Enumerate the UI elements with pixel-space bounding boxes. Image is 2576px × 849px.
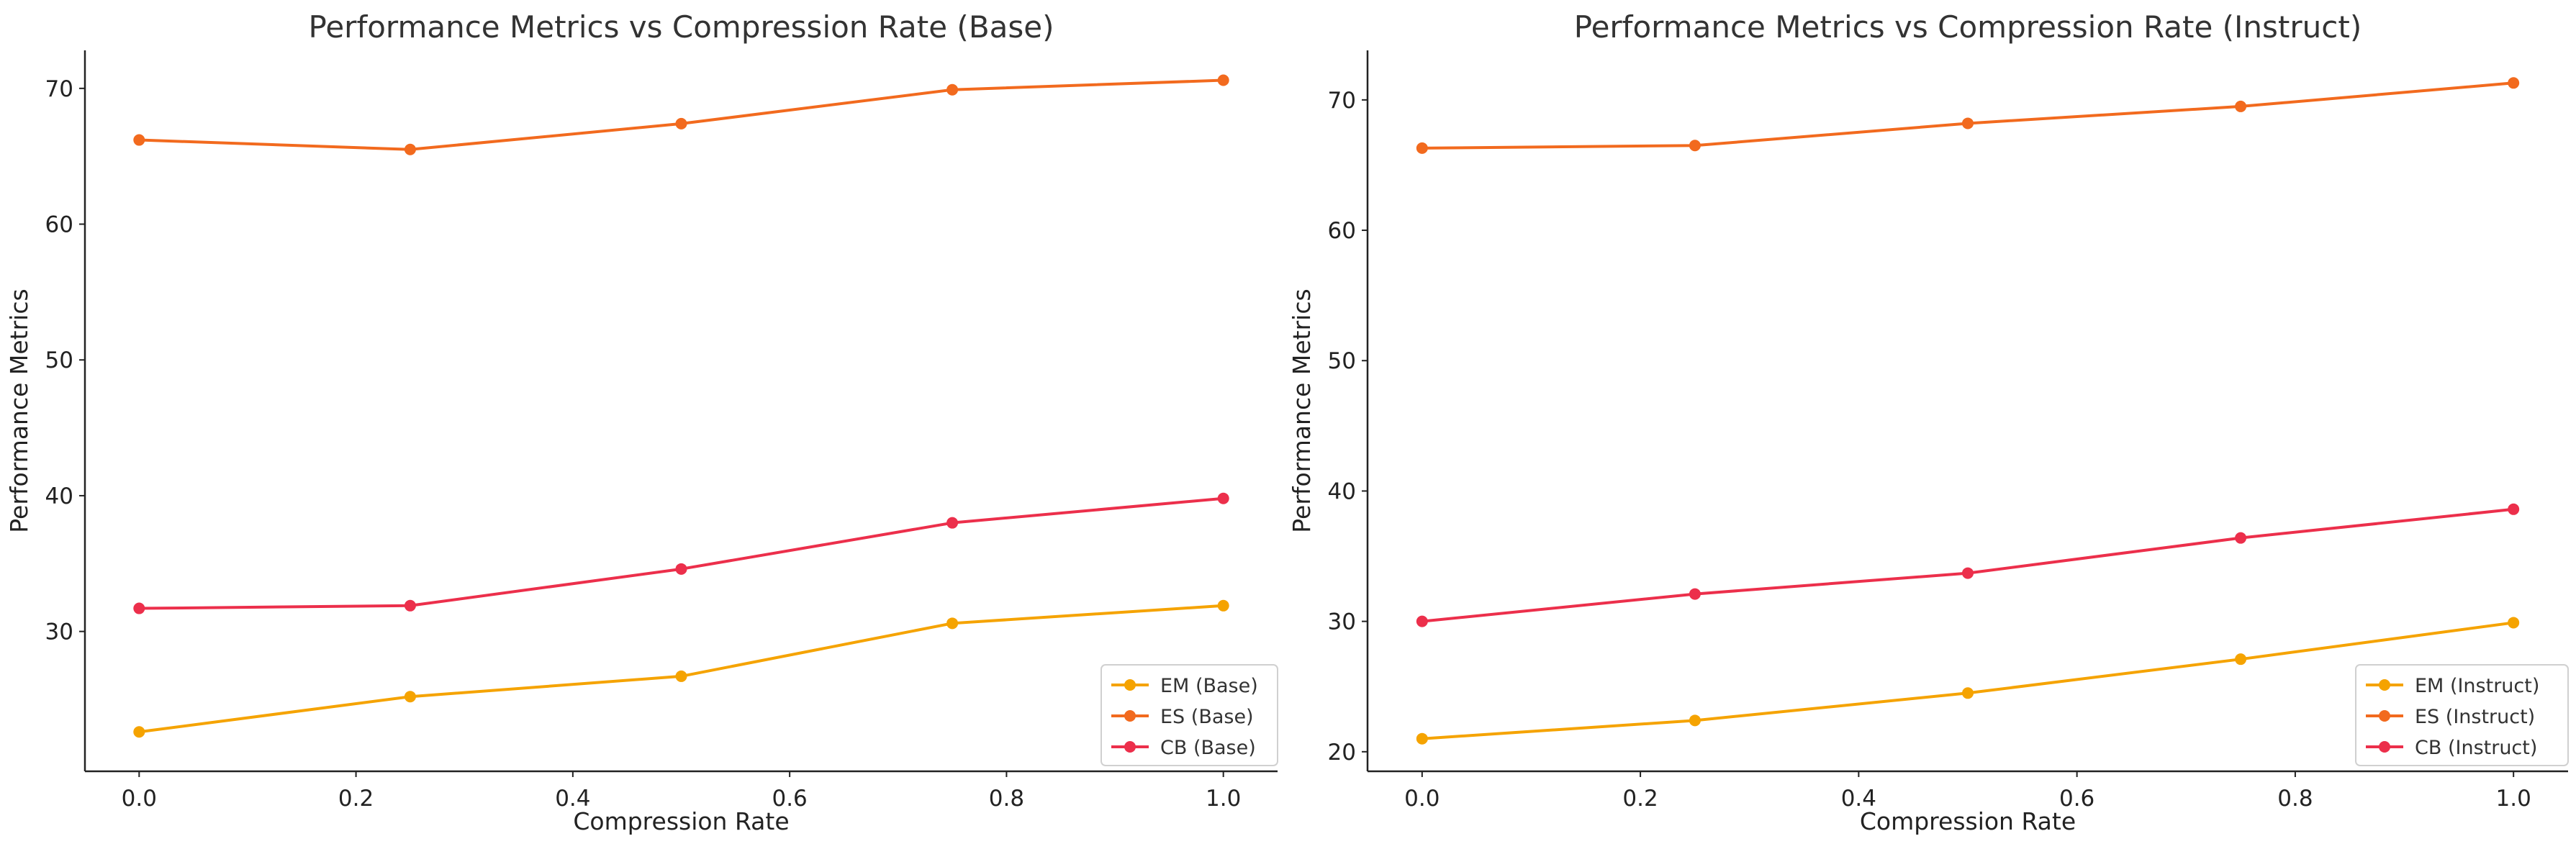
legend-marker	[2379, 741, 2390, 753]
data-point	[133, 602, 145, 614]
y-axis-label: Performance Metrics	[5, 289, 33, 532]
x-tick-label: 0.4	[555, 786, 590, 812]
x-tick-label: 0.8	[2277, 786, 2313, 812]
data-point	[2235, 532, 2247, 544]
data-point	[404, 691, 416, 703]
data-point	[1962, 117, 1974, 130]
data-point	[2235, 653, 2247, 666]
legend-label: CB (Instruct)	[2415, 737, 2537, 759]
series-line-0	[1422, 621, 2514, 740]
data-point	[1217, 74, 1229, 86]
data-point	[1416, 142, 1428, 154]
x-axis-label: Compression Rate	[1860, 807, 2076, 835]
series-line-2	[1422, 507, 2514, 623]
data-point	[2508, 617, 2520, 629]
y-axis-label: Performance Metrics	[1288, 289, 1316, 532]
series-line-0	[139, 604, 1224, 734]
x-tick-label: 0.4	[1841, 786, 1876, 812]
data-point	[2508, 77, 2520, 89]
y-tick-label: 30	[1328, 609, 1356, 635]
data-point	[1416, 615, 1428, 627]
data-point	[133, 134, 145, 146]
legend-label: EM (Base)	[1160, 675, 1258, 697]
x-tick-label: 0.8	[989, 786, 1024, 812]
legend: EM (Instruct) ES (Instruct) CB (Instruct)	[2355, 664, 2569, 766]
legend-marker	[2379, 679, 2390, 691]
data-point	[404, 143, 416, 155]
legend: EM (Base) ES (Base) CB (Base)	[1101, 664, 1278, 766]
legend-box	[2355, 664, 2569, 766]
data-point	[1962, 687, 1974, 699]
x-tick-label: 0.6	[2059, 786, 2094, 812]
y-tick-label: 70	[45, 76, 73, 102]
y-tick-label: 40	[45, 483, 73, 509]
y-tick-label: 40	[1328, 478, 1356, 504]
legend-label: CB (Base)	[1160, 737, 1256, 759]
x-tick-label: 0.2	[1622, 786, 1658, 812]
data-point	[1689, 588, 1701, 600]
legend-marker	[1124, 741, 1136, 753]
data-point	[1962, 567, 1974, 579]
y-tick-label: 70	[1328, 88, 1356, 114]
data-point	[946, 83, 959, 96]
data-point	[1217, 492, 1229, 504]
y-tick-label: 20	[1328, 740, 1356, 766]
series-line-2	[139, 496, 1224, 610]
x-tick-label: 0.6	[772, 786, 807, 812]
legend-label: ES (Instruct)	[2415, 706, 2535, 728]
x-tick-label: 0.2	[338, 786, 374, 812]
legend-box	[1101, 664, 1278, 766]
data-point	[404, 599, 416, 612]
legend-marker	[1124, 679, 1136, 691]
chart-panel-1: Performance Metrics vs Compression Rate …	[1288, 9, 2569, 835]
x-tick-label: 1.0	[1206, 786, 1241, 812]
chart-title: Performance Metrics vs Compression Rate …	[1574, 9, 2362, 45]
data-point	[1689, 140, 1701, 152]
legend-label: EM (Instruct)	[2415, 675, 2539, 697]
legend-marker	[2379, 710, 2390, 722]
data-point	[133, 726, 145, 738]
y-tick-label: 30	[45, 619, 73, 645]
data-point	[675, 670, 687, 682]
y-tick-label: 50	[1328, 348, 1356, 374]
x-tick-label: 0.0	[1404, 786, 1440, 812]
x-tick-label: 1.0	[2496, 786, 2531, 812]
chart-panel-0: Performance Metrics vs Compression Rate …	[5, 9, 1278, 835]
y-tick-label: 60	[45, 212, 73, 238]
data-point	[2235, 100, 2247, 112]
data-point	[1217, 599, 1229, 612]
data-point	[675, 117, 687, 130]
data-point	[946, 517, 959, 529]
data-point	[2508, 503, 2520, 515]
legend-label: ES (Base)	[1160, 706, 1254, 728]
series-line-1	[1422, 81, 2514, 150]
data-point	[1416, 732, 1428, 745]
data-point	[946, 617, 959, 630]
x-axis-label: Compression Rate	[573, 807, 789, 835]
x-tick-label: 0.0	[122, 786, 157, 812]
data-point	[675, 563, 687, 575]
chart-title: Performance Metrics vs Compression Rate …	[309, 9, 1054, 45]
y-tick-label: 50	[45, 348, 73, 373]
series-line-1	[139, 78, 1224, 151]
y-tick-label: 60	[1328, 218, 1356, 244]
legend-marker	[1124, 710, 1136, 722]
data-point	[1689, 714, 1701, 727]
